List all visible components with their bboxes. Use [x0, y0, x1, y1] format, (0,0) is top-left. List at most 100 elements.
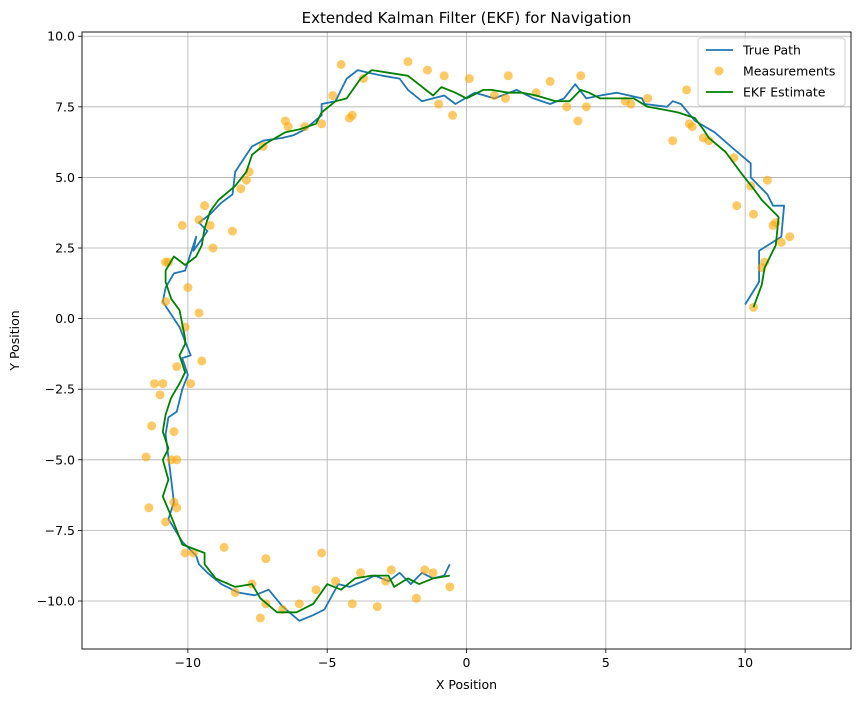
x-tick-label: 5 [602, 655, 610, 670]
legend-label: EKF Estimate [743, 85, 826, 100]
measurement-point [386, 565, 396, 575]
measurement-point [155, 390, 165, 400]
series-layer [141, 57, 795, 623]
measurement-point [668, 136, 678, 146]
measurement-point [280, 116, 290, 126]
measurement-point [422, 65, 432, 75]
measurement-point [311, 585, 321, 595]
measurement-point [358, 74, 368, 84]
measurement-point [428, 568, 438, 578]
y-tick-label: −5.0 [45, 452, 75, 467]
measurements-points [141, 57, 795, 623]
measurement-point [501, 93, 511, 103]
measurement-point [158, 379, 168, 389]
measurement-point [317, 119, 327, 129]
measurement-point [205, 220, 215, 230]
measurement-point [294, 599, 304, 609]
measurement-point [331, 576, 341, 586]
measurement-point [434, 99, 444, 109]
measurement-point [576, 71, 586, 81]
measurement-point [163, 257, 173, 267]
measurement-point [219, 542, 229, 552]
y-tick-label: −10.0 [37, 593, 75, 608]
measurement-point [180, 548, 190, 558]
measurement-point [768, 220, 778, 230]
measurement-point [183, 283, 193, 293]
measurement-point [227, 226, 237, 236]
measurement-point [147, 421, 157, 431]
measurement-point [581, 102, 591, 112]
measurement-point [489, 91, 499, 101]
measurement-point [643, 93, 653, 103]
legend-label: Measurements [743, 64, 835, 79]
x-tick-label: −5 [318, 655, 336, 670]
measurement-point [381, 576, 391, 586]
y-axis-label: Y Position [7, 310, 22, 371]
measurement-point [149, 379, 159, 389]
measurement-point [347, 110, 357, 120]
measurement-point [236, 184, 246, 194]
legend-box [697, 37, 846, 107]
measurement-point [194, 215, 204, 225]
measurement-point [372, 602, 382, 612]
y-tick-label: 10.0 [47, 29, 75, 44]
x-axis: −10 −5 0 5 10 [175, 649, 753, 670]
measurement-point [573, 116, 583, 126]
measurement-point [161, 297, 171, 307]
measurement-point [261, 554, 271, 564]
measurement-point [230, 588, 240, 598]
measurement-point [503, 71, 513, 81]
measurement-point [172, 503, 182, 513]
measurement-point [347, 599, 357, 609]
measurement-point [411, 593, 421, 603]
measurement-point [562, 102, 572, 112]
measurement-point [420, 565, 430, 575]
x-tick-label: 0 [463, 655, 471, 670]
y-tick-label: 5.0 [55, 170, 75, 185]
measurement-point [464, 74, 474, 84]
y-tick-label: −7.5 [45, 523, 75, 538]
measurement-point [732, 201, 742, 211]
y-tick-label: 0.0 [55, 311, 75, 326]
ekf-estimate-line [161, 69, 780, 614]
measurement-point [785, 232, 795, 242]
measurement-point [336, 59, 346, 69]
y-tick-label: 7.5 [55, 99, 75, 114]
measurement-point [545, 76, 555, 86]
measurement-point [403, 57, 413, 67]
measurement-point [194, 308, 204, 318]
x-tick-label: −10 [175, 655, 201, 670]
chart-title: Extended Kalman Filter (EKF) for Navigat… [302, 9, 632, 27]
measurement-point [317, 548, 327, 558]
measurement-point [448, 110, 458, 120]
measurement-point [186, 379, 196, 389]
measurement-point [177, 220, 187, 230]
measurement-point [776, 237, 786, 247]
measurement-point [144, 503, 154, 513]
true-path-line [161, 69, 785, 622]
y-axis: −10.0 −7.5 −5.0 −2.5 0.0 2.5 5.0 7.5 10.0 [37, 29, 82, 608]
measurement-point [704, 136, 714, 146]
y-tick-label: −2.5 [45, 382, 75, 397]
measurement-point [748, 209, 758, 219]
measurement-point [161, 517, 171, 527]
measurement-point [172, 455, 182, 465]
legend-label: True Path [742, 43, 801, 58]
measurement-point [748, 302, 758, 312]
measurement-point [356, 568, 366, 578]
measurement-point [626, 99, 636, 109]
measurement-point [255, 613, 265, 623]
measurements-legend-swatch [714, 66, 724, 76]
measurement-point [172, 362, 182, 372]
legend: True Path Measurements EKF Estimate [697, 37, 846, 107]
measurement-point [197, 356, 207, 366]
measurement-point [188, 548, 198, 558]
measurement-point [445, 582, 455, 592]
measurement-point [169, 427, 179, 437]
y-tick-label: 2.5 [55, 241, 75, 256]
x-tick-label: 10 [737, 655, 753, 670]
measurement-point [200, 201, 210, 211]
measurement-point [439, 71, 449, 81]
measurement-point [682, 85, 692, 95]
